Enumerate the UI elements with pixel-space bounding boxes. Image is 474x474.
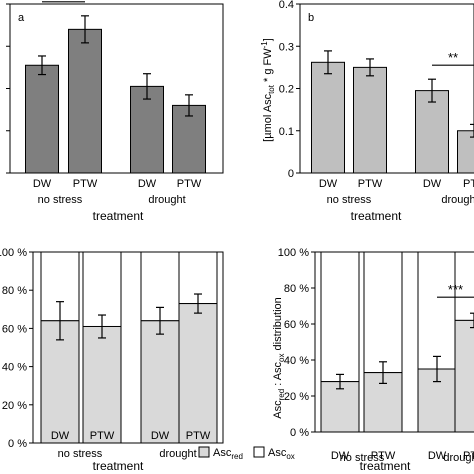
bar-segment-asc-ox-d <box>454 251 474 321</box>
panel-b: 0 0.1 0.2 0.3 0.4 b DW PTW DW PTW no stress drought… <box>279 0 474 223</box>
x-tick-label-d: DW <box>331 450 350 462</box>
x-group-label-a: no stress <box>38 194 83 206</box>
bar-segment-asc-red-c <box>40 320 80 444</box>
x-group-label-d: no stress <box>340 452 385 464</box>
y-tick-label-b: 0.4 <box>279 0 294 11</box>
panel-c: 0 %20 %40 %60 %80 %100 %cDWPTWDWPTWno st… <box>0 247 224 473</box>
y-tick-label-d: 0 % <box>290 427 309 439</box>
x-group-label-a: drought <box>148 194 185 206</box>
x-tick-label-a: PTW <box>73 178 98 190</box>
x-tick-label-b: PTW <box>463 178 474 190</box>
significance-label-d: *** <box>448 282 463 297</box>
x-group-label-b: drought <box>441 194 474 206</box>
bar-a <box>130 85 164 174</box>
y-tick-label-c: 60 % <box>2 323 27 335</box>
x-tick-label-c: PTW <box>90 430 115 442</box>
x-tick-label-d: PTW <box>371 450 396 462</box>
y-tick-label-d: 60 % <box>284 319 309 331</box>
bar-a <box>25 64 59 174</box>
x-tick-label-d: DW <box>428 450 447 462</box>
legend-swatch-asc-ox <box>253 446 265 458</box>
x-group-label-d: drought <box>443 452 474 464</box>
x-axis-title-b: treatment <box>351 209 402 223</box>
bar-segment-asc-ox-d <box>320 251 360 383</box>
x-tick-label-d: PTW <box>463 450 474 462</box>
significance-label-a: ** <box>58 0 68 2</box>
y-axis-label-b: [µmol Asctot * g FW-1] <box>260 38 276 142</box>
bar-b <box>311 61 345 174</box>
y-tick-label-d: 20 % <box>284 391 309 403</box>
x-axis-title-a: treatment <box>93 209 144 223</box>
y-tick-label-c: 40 % <box>2 362 27 374</box>
x-tick-label-a: PTW <box>177 178 202 190</box>
bar-segment-asc-ox-d <box>417 251 457 370</box>
y-tick-label-d: 100 % <box>278 247 309 259</box>
x-tick-label-a: DW <box>33 178 52 190</box>
x-group-label-c: drought <box>159 448 196 460</box>
y-tick-label-c: 20 % <box>2 400 27 412</box>
bar-segment-asc-red-d <box>454 319 474 433</box>
y-tick-label-c: 0 % <box>8 438 27 450</box>
x-axis-title-d: treatment <box>360 459 411 473</box>
bar-segment-asc-red-d <box>320 381 360 433</box>
y-tick-label-b: 0.2 <box>279 84 294 96</box>
plot-frame-c <box>32 251 224 444</box>
y-tick-label-b: 0 <box>288 168 294 180</box>
x-group-label-b: no stress <box>327 194 372 206</box>
bar-b <box>353 66 387 174</box>
bar-a <box>68 28 102 174</box>
significance-label-b: ** <box>448 50 458 65</box>
x-tick-label-b: DW <box>319 178 338 190</box>
panel-a: a DW PTW DW PTW no stress drought treatment ** <box>6 0 224 223</box>
panel-d: 0 %20 %40 %60 %80 %100 %dDWPTWDWPTWno st… <box>278 247 474 473</box>
panel-letter-a: a <box>18 12 25 24</box>
x-tick-label-c: PTW <box>186 430 211 442</box>
bar-b <box>415 90 449 174</box>
panel-letter-b: b <box>308 12 314 24</box>
bar-b <box>457 130 474 174</box>
legend-label-asc-red: Ascred <box>213 447 243 461</box>
x-axis-title-c: treatment <box>93 459 144 473</box>
x-tick-label-b: DW <box>423 178 442 190</box>
legend: Ascred Ascox <box>198 446 295 461</box>
bar-segment-asc-ox-d <box>363 251 403 374</box>
y-tick-label-b: 0.1 <box>279 126 294 138</box>
x-group-label-c: no stress <box>58 448 103 460</box>
x-tick-label-b: PTW <box>358 178 383 190</box>
y-tick-label-c: 100 % <box>0 247 27 259</box>
bar-segment-asc-red-c <box>140 320 180 444</box>
bar-segment-asc-red-c <box>82 325 122 444</box>
bar-a <box>172 104 206 174</box>
x-tick-label-c: DW <box>51 430 70 442</box>
bar-segment-asc-red-c <box>178 303 218 444</box>
y-tick-label-c: 80 % <box>2 285 27 297</box>
y-tick-label-d: 40 % <box>284 355 309 367</box>
y-tick-label-b: 0.3 <box>279 41 294 53</box>
y-tick-label-d: 80 % <box>284 283 309 295</box>
y-axis-label-d: Ascred : Ascox distribution <box>272 297 286 419</box>
x-tick-label-a: DW <box>138 178 157 190</box>
x-tick-label-c: DW <box>151 430 170 442</box>
legend-label-asc-ox: Ascox <box>268 447 295 461</box>
legend-swatch-asc-red <box>198 446 210 458</box>
